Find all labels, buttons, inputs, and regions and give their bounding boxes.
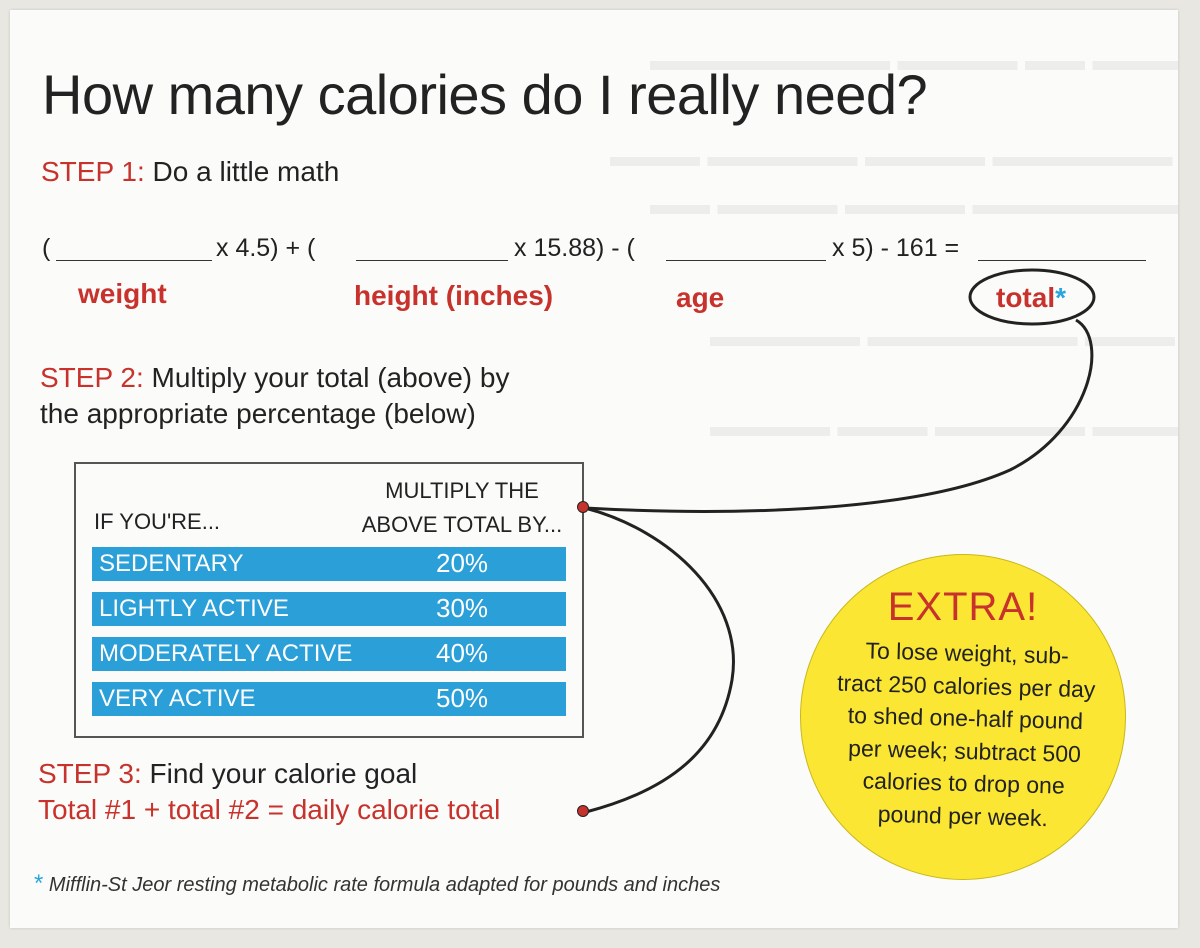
connector-total-to-table	[584, 318, 1094, 513]
table-row: SEDENTARY 20%	[92, 547, 566, 581]
equation-weight-multiplier: x 4.5) + (	[216, 234, 316, 262]
table-header-multiplier-line2: ABOVE TOTAL BY...	[361, 512, 563, 537]
age-blank	[666, 259, 826, 261]
magazine-page: ▬▬▬ ▬▬ ▬▬▬▬ ▬▬▬▬▬▬▬▬ ▬▬▬▬▬▬ ▬▬▬▬ ▬▬▬▬▬ ▬…	[10, 10, 1178, 928]
activity-percent: 40%	[436, 638, 489, 668]
activity-level: MODERATELY ACTIVE	[99, 640, 353, 667]
step1-number: STEP 1:	[41, 156, 145, 187]
page-title: How many calories do I really need?	[42, 63, 928, 126]
activity-level: LIGHTLY ACTIVE	[99, 595, 289, 622]
activity-percent: 50%	[436, 683, 489, 713]
total-label: total*	[996, 282, 1066, 314]
height-blank	[356, 259, 508, 261]
total-asterisk: *	[1055, 282, 1067, 313]
activity-level: VERY ACTIVE	[99, 685, 256, 712]
table-row: VERY ACTIVE 50%	[92, 682, 566, 716]
table-header-multiplier: MULTIPLY THE ABOVE TOTAL BY...	[342, 474, 582, 542]
connector-lines	[584, 268, 1096, 814]
footnote: * Mifflin-St Jeor resting metabolic rate…	[34, 870, 720, 898]
activity-percent: 30%	[436, 593, 489, 623]
activity-level: SEDENTARY	[99, 550, 244, 577]
step3-formula-line: Total #1 + total #2 = daily calorie tota…	[38, 794, 500, 826]
total-label-text: total	[996, 282, 1056, 313]
footnote-asterisk: *	[34, 870, 44, 897]
step3-number: STEP 3:	[38, 758, 142, 789]
extra-tip-circle: EXTRA! To lose weight, sub- tract 250 ca…	[800, 554, 1126, 880]
activity-percent: 20%	[436, 548, 489, 578]
step1-text: Do a little math	[152, 156, 340, 187]
equation-age-multiplier: x 5) - 161 =	[832, 234, 960, 262]
height-label: height (inches)	[354, 280, 554, 311]
table-header-activity: IF YOU'RE...	[94, 509, 221, 534]
weight-label: weight	[78, 278, 167, 309]
equation-height-multiplier: x 15.88) - (	[514, 234, 635, 262]
table-header-multiplier-line1: MULTIPLY THE	[385, 478, 539, 503]
total-blank	[978, 259, 1146, 261]
equation-open-paren: (	[42, 234, 51, 262]
step2-heading: STEP 2: Multiply your total (above) by	[40, 362, 509, 394]
extra-body: To lose weight, sub- tract 250 calories …	[810, 633, 1119, 836]
extra-line: pound per week.	[877, 800, 1049, 831]
weight-blank	[56, 259, 212, 261]
step2-number: STEP 2:	[40, 362, 144, 393]
step2-heading-line2: the appropriate percentage (below)	[40, 398, 476, 430]
step3-formula: Total #1 + total #2 = daily calorie tota…	[38, 794, 501, 825]
step3-heading: STEP 3: Find your calorie goal	[38, 758, 417, 790]
footnote-text: Mifflin-St Jeor resting metabolic rate f…	[48, 874, 721, 896]
step2-text-line2: the appropriate percentage (below)	[40, 398, 476, 429]
extra-title: EXTRA!	[887, 585, 1039, 629]
total-circle	[968, 268, 1096, 326]
step2-text-line1: Multiply your total (above) by	[151, 362, 510, 393]
step3-connector-dot	[577, 805, 589, 817]
connector-table-to-step3	[584, 506, 735, 814]
step3-text: Find your calorie goal	[149, 758, 418, 789]
table-row: MODERATELY ACTIVE 40%	[92, 637, 566, 671]
step1-heading: STEP 1: Do a little math	[41, 156, 339, 188]
activity-table: MULTIPLY THE ABOVE TOTAL BY... IF YOU'RE…	[74, 462, 584, 738]
table-connector-dot	[577, 501, 589, 513]
table-row: LIGHTLY ACTIVE 30%	[92, 592, 566, 626]
age-label: age	[676, 282, 725, 313]
